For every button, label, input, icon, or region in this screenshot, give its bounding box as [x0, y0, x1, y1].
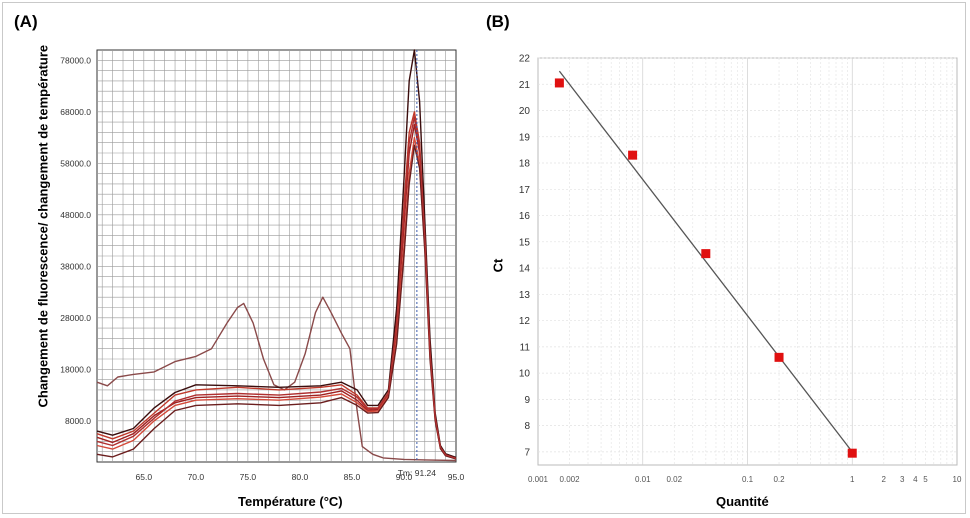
x-tick-label: 70.0	[188, 472, 205, 482]
x-tick-label: 0.02	[666, 475, 682, 484]
y-tick-label: 14	[519, 264, 531, 275]
x-tick-label: 2	[882, 475, 887, 484]
x-tick-label: 80.0	[292, 472, 309, 482]
y-tick-label: 15	[519, 237, 531, 248]
x-tick-label: 95.0	[448, 472, 465, 482]
x-tick-label: 0.01	[635, 475, 651, 484]
y-tick-label: 7	[524, 447, 530, 458]
data-point	[774, 352, 784, 362]
y-tick-label: 8000.0	[65, 416, 91, 426]
y-tick-label: 48000.0	[60, 210, 91, 220]
y-tick-label: 16	[519, 211, 531, 222]
y-tick-label: 58000.0	[60, 158, 91, 168]
data-point	[701, 249, 711, 259]
melt-curve-series-7	[96, 116, 457, 460]
y-tick-label: 18000.0	[60, 364, 91, 374]
y-tick-label: 9	[524, 395, 530, 406]
standard-curve-x-axis-label: Quantité	[716, 494, 769, 509]
y-tick-label: 13	[519, 290, 531, 301]
standard-curve-chart: 0.001 0.002 0.01 0.02 0.1 0.2 1 2 3 4 5 10789101112…	[519, 54, 962, 485]
fit-line	[558, 70, 853, 453]
x-tick-label: 0.002	[560, 475, 581, 484]
y-tick-label: 11	[520, 342, 531, 353]
data-point	[554, 78, 564, 88]
panel-b-label: (B)	[486, 12, 510, 31]
x-tick-label: 5	[923, 475, 928, 484]
melt-curve-y-axis-label: Changement de fluorescence/ changement d…	[35, 44, 51, 408]
x-tick-label: 1	[850, 475, 855, 484]
x-tick-label: 10	[953, 475, 962, 484]
y-tick-label: 68000.0	[60, 107, 91, 117]
standard-curve-y-axis-label: Ct	[490, 258, 506, 273]
melt-curve-chart: 65.0 70.0 75.0 80.0 85.0 90.0 95.0 8000.0 18000.…	[60, 49, 465, 482]
x-tick-label: 85.0	[344, 472, 361, 482]
y-tick-label: 22	[519, 54, 531, 65]
grid	[538, 57, 957, 465]
panel-a-label: (A)	[14, 12, 38, 31]
x-tick-label: 65.0	[136, 472, 153, 482]
y-tick-label: 10	[519, 369, 531, 380]
y-tick-label: 8	[524, 421, 530, 432]
y-tick-label: 38000.0	[60, 261, 91, 271]
x-tick-label: 0.2	[773, 475, 785, 484]
y-tick-label: 19	[519, 132, 531, 143]
melt-curve-x-axis-label: Température (°C)	[238, 494, 343, 509]
data-point	[628, 150, 638, 160]
x-tick-label: 0.1	[742, 475, 754, 484]
y-tick-label: 28000.0	[60, 313, 91, 323]
tm-annotation: Tm: 91.24	[398, 468, 437, 478]
x-tick-label: 90.0	[396, 472, 413, 482]
x-tick-label: 0.001	[528, 475, 549, 484]
x-tick-label: 4	[913, 475, 918, 484]
y-tick-label: 12	[519, 316, 531, 327]
x-tick-label: 75.0	[240, 472, 257, 482]
y-tick-label: 78000.0	[60, 55, 91, 65]
y-tick-label: 17	[519, 185, 531, 196]
x-tick-label: 3	[900, 475, 905, 484]
y-tick-label: 21	[519, 80, 531, 91]
data-point	[847, 448, 857, 458]
y-tick-label: 20	[519, 106, 531, 117]
y-tick-label: 18	[519, 159, 531, 170]
